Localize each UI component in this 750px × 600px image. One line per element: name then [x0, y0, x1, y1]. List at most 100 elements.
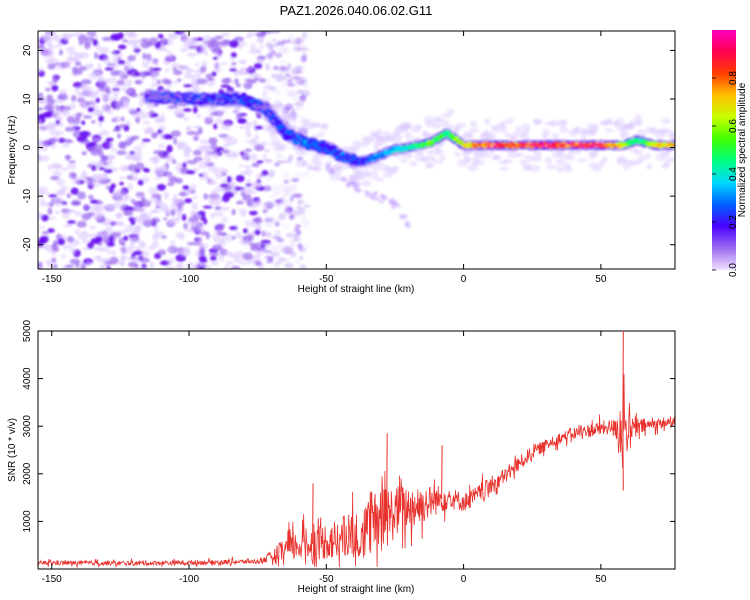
noise-blob	[204, 264, 211, 269]
colorbar-ticks: 0.0 0.2 0.4 0.6 0.8	[712, 71, 739, 277]
ridge-blob	[181, 96, 186, 100]
noise-blob	[172, 69, 183, 76]
noise-blob	[240, 188, 245, 193]
noise-blob	[223, 191, 235, 198]
noise-blob	[49, 57, 59, 65]
noise-blob	[152, 155, 159, 162]
noise-blob	[118, 124, 126, 129]
tail-blob	[373, 190, 379, 195]
noise-blob	[292, 172, 303, 181]
noise-blob	[206, 162, 215, 167]
noise-blob	[117, 229, 129, 235]
noise-blob	[251, 181, 262, 190]
noise-blob	[294, 65, 304, 70]
halo-blob	[500, 126, 507, 134]
noise-blob	[285, 264, 294, 268]
noise-blob	[284, 70, 290, 76]
noise-blob	[137, 179, 144, 186]
noise-blob	[282, 258, 287, 262]
noise-blob	[245, 127, 251, 135]
noise-blob	[274, 221, 280, 227]
noise-blob	[269, 171, 276, 176]
snr-series-line	[38, 374, 675, 568]
noise-blob	[278, 60, 287, 66]
halo-blob	[542, 128, 550, 137]
noise-blob	[151, 217, 161, 224]
halo-blob	[358, 169, 369, 176]
noise-blob	[110, 183, 116, 189]
ridge-blob	[265, 106, 271, 109]
noise-blob	[212, 56, 218, 60]
noise-blob	[169, 55, 177, 60]
noise-blob	[176, 144, 183, 151]
halo-blob	[453, 126, 460, 133]
noise-blob	[218, 254, 225, 262]
noise-blob	[151, 240, 159, 249]
noise-blob	[121, 39, 128, 43]
noise-blob	[150, 209, 158, 214]
noise-blob	[297, 199, 307, 204]
snr-border	[37, 330, 676, 570]
noise-blob	[274, 262, 281, 269]
halo-blob	[392, 139, 402, 144]
noise-blob	[303, 85, 310, 90]
x-tick-label: 0	[461, 574, 467, 585]
noise-blob	[240, 59, 247, 65]
noise-blob	[193, 149, 202, 156]
noise-blob	[175, 208, 180, 215]
noise-blob	[296, 205, 302, 211]
noise-blob	[289, 214, 294, 220]
halo-blob	[389, 167, 399, 174]
noise-blob	[157, 249, 167, 256]
noise-blob	[210, 39, 221, 47]
noise-blob	[49, 44, 60, 49]
noise-blob	[240, 261, 251, 265]
halo-blob	[532, 154, 543, 162]
noise-blob	[101, 141, 112, 150]
noise-blob	[183, 71, 193, 80]
noise-blob	[51, 84, 59, 92]
halo-blob	[643, 153, 652, 160]
noise-blob	[67, 162, 77, 170]
noise-blob	[210, 255, 217, 261]
noise-blob	[65, 46, 76, 53]
halo-blob	[576, 158, 587, 163]
noise-blob	[192, 195, 198, 199]
noise-blob	[95, 97, 100, 103]
noise-blob	[202, 35, 212, 43]
noise-blob	[38, 119, 43, 124]
noise-blob	[214, 205, 222, 211]
noise-blob	[55, 116, 64, 121]
ridge-blob	[235, 100, 240, 103]
noise-blob	[79, 84, 87, 90]
ridge-blob	[232, 97, 237, 100]
noise-blob	[170, 202, 179, 211]
noise-blob	[88, 194, 94, 200]
noise-blob	[276, 237, 285, 243]
x-tick-label: -100	[179, 274, 199, 285]
noise-blob	[246, 178, 251, 185]
noise-blob	[38, 113, 49, 118]
ridge-blob	[223, 98, 229, 101]
noise-blob	[262, 185, 272, 192]
noise-blob	[158, 154, 164, 160]
ridge-blob	[337, 150, 342, 154]
halo-blob	[633, 149, 644, 156]
y-tick-label: 5000	[22, 319, 33, 342]
noise-blob	[97, 81, 107, 87]
noise-blob	[165, 153, 172, 161]
halo-blob	[348, 173, 358, 179]
noise-blob	[207, 107, 218, 112]
halo-blob	[479, 151, 492, 159]
noise-blob	[171, 62, 181, 68]
noise-blob	[244, 148, 253, 153]
halo-blob	[634, 114, 643, 121]
halo-blob	[374, 177, 385, 183]
noise-blob	[301, 80, 309, 86]
noise-blob	[117, 260, 124, 266]
halo-blob	[621, 130, 630, 137]
noise-blob	[163, 217, 168, 221]
noise-blob	[238, 125, 248, 130]
halo-blob	[637, 155, 645, 163]
noise-blob	[276, 41, 286, 47]
